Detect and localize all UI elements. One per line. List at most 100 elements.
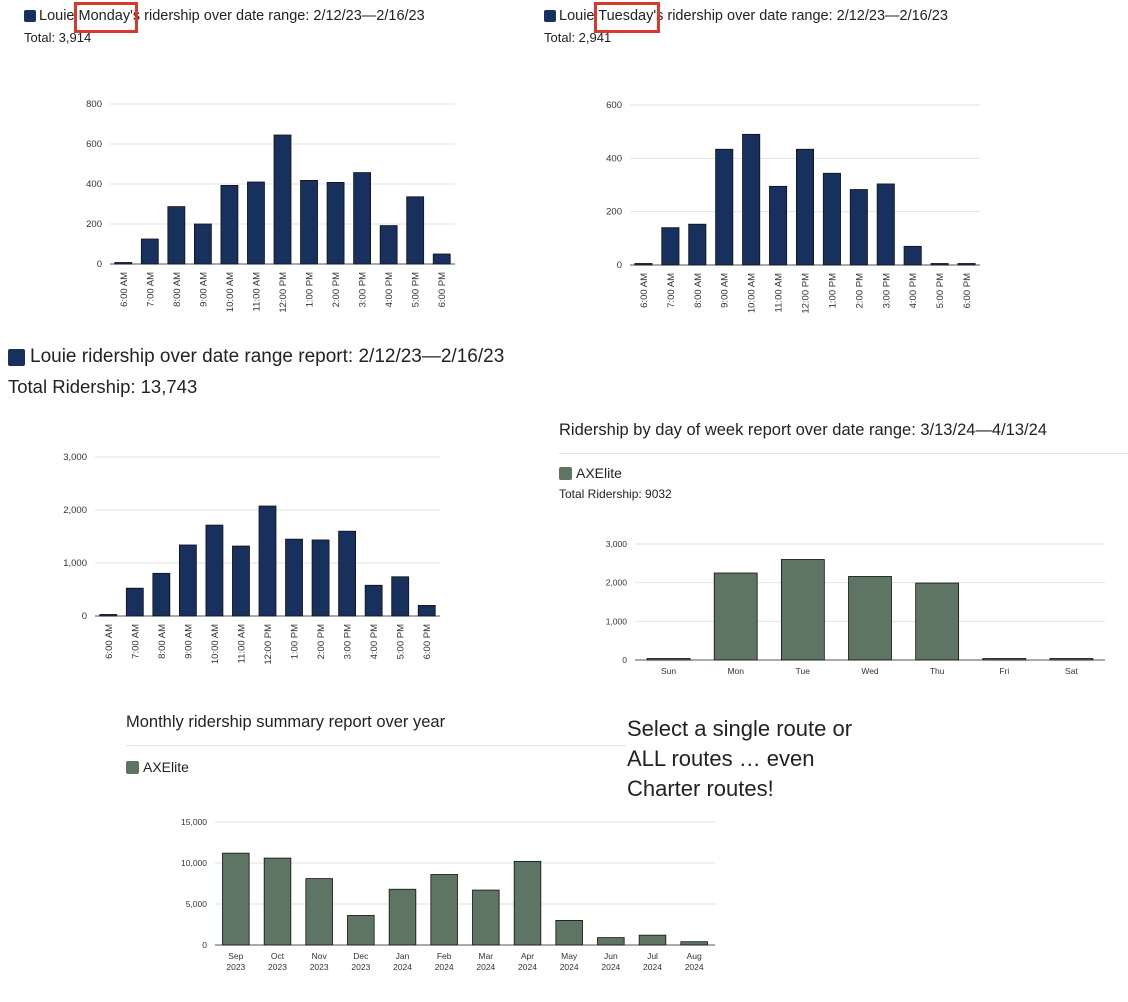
y-tick-label: 200 xyxy=(86,219,102,230)
bar-wed xyxy=(848,576,892,661)
tuesday-chart-panel: Louie Tuesday's ridership over date rang… xyxy=(544,6,1104,326)
x-tick-label: 2:00 PM xyxy=(331,272,342,307)
x-tick-label: 1:00 PM xyxy=(305,272,316,307)
x-tick-label: 12:00 PM xyxy=(801,273,812,314)
bar-2-00-pm xyxy=(326,182,345,265)
bar-jul-2024 xyxy=(638,934,667,946)
x-tick-label: 8:00 AM xyxy=(157,624,168,659)
x-tick-label: 6:00 AM xyxy=(639,273,650,308)
monthly-report-divider xyxy=(126,745,626,746)
x-tick-label: Apr 2024 xyxy=(518,951,537,972)
x-tick-label: 11:00 AM xyxy=(236,624,247,664)
x-tick-label: Dec 2023 xyxy=(351,951,370,972)
bar-8-00-am xyxy=(688,223,707,266)
x-tick-label: Sun xyxy=(661,666,676,676)
tuesday-legend-label: Louie Tuesday's ridership over date rang… xyxy=(559,8,948,24)
x-tick-label: 3:00 PM xyxy=(881,273,892,308)
bar-may-2024 xyxy=(555,920,583,946)
bar-5-00-pm xyxy=(391,576,410,617)
y-tick-label: 15,000 xyxy=(181,817,207,827)
x-tick-label: 11:00 AM xyxy=(251,272,262,312)
bar-jun-2024 xyxy=(597,937,625,946)
monday-chart: 0 200 400 600 800 6:00 AM 7:00 AM 8:00 AM 9:00 A… xyxy=(86,99,455,313)
callout-line-2: ALL routes … even xyxy=(627,746,815,771)
bar-3-00-pm xyxy=(338,530,357,617)
y-tick-label: 1,000 xyxy=(606,616,628,626)
tuesday-chart: 0 200 400 600 6:00 AM 7:00 AM 8:00 AM 9:00 AM 10… xyxy=(606,100,980,314)
x-tick-label: 2:00 PM xyxy=(316,624,327,659)
dow-report-total: Total Ridership: 9032 xyxy=(559,487,672,501)
y-tick-label: 400 xyxy=(86,179,102,190)
legend-swatch-icon xyxy=(8,348,25,366)
y-tick-label: 600 xyxy=(606,100,622,111)
bar-aug-2024 xyxy=(680,941,708,946)
x-tick-label: 1:00 PM xyxy=(827,273,838,308)
bar-sun xyxy=(646,658,691,661)
x-tick-label: Aug 2024 xyxy=(685,951,704,972)
x-tick-label: 12:00 PM xyxy=(278,272,289,313)
x-tick-label: May 2024 xyxy=(560,951,579,972)
x-tick-label: 5:00 PM xyxy=(411,272,422,307)
bar-3-00-pm xyxy=(876,183,895,266)
bar-12-00-pm xyxy=(795,148,815,266)
bar-4-00-pm xyxy=(364,584,383,617)
x-tick-label: 3:00 PM xyxy=(343,624,354,659)
bar-10-00-am xyxy=(742,133,761,266)
bar-3-00-pm xyxy=(353,172,372,265)
x-tick-label: 7:00 AM xyxy=(130,624,141,659)
plot-area: 0 5,000 10,000 15,000 Sep 2023 Oct 2023 Nov 2023 D… xyxy=(181,817,715,972)
x-tick-label: 2:00 PM xyxy=(854,273,865,308)
range-report-chart: 0 1,000 2,000 3,000 6:00 AM 7:00 AM 8:00 AM 9:0… xyxy=(63,452,440,665)
plot-area: 0 1,000 2,000 3,000 Sun Mon Tue Wed Thu Fri Sat xyxy=(606,539,1105,676)
x-tick-label: 8:00 AM xyxy=(172,272,183,307)
y-tick-label: 0 xyxy=(202,940,207,950)
y-tick-label: 2,000 xyxy=(63,505,87,516)
x-tick-label: Tue xyxy=(796,666,811,676)
monthly-report-chart: 0 5,000 10,000 15,000 Sep 2023 Oct 2023 Nov 2023 D… xyxy=(181,817,715,972)
x-tick-label: Sep 2023 xyxy=(226,951,245,972)
x-tick-label: Oct 2023 xyxy=(268,951,287,972)
x-tick-label: Thu xyxy=(930,666,945,676)
bar-12-00-pm xyxy=(258,505,277,617)
x-tick-label: Wed xyxy=(861,666,879,676)
x-tick-label: Mon xyxy=(727,666,744,676)
plot-area: 0 200 400 600 6:00 AM 7:00 AM 8:00 AM 9:00 AM 10… xyxy=(606,100,980,314)
bar-6-00-pm xyxy=(417,604,436,617)
bar-11-00-am xyxy=(769,185,788,266)
monday-total: Total: 3,914 xyxy=(24,30,92,45)
x-tick-label: Jan 2024 xyxy=(393,951,412,972)
bar-oct-2023 xyxy=(263,857,292,946)
x-tick-label: 4:00 PM xyxy=(384,272,395,307)
x-tick-label: 5:00 PM xyxy=(396,624,407,659)
bar-mon xyxy=(713,572,758,661)
x-tick-label: Jun 2024 xyxy=(601,951,620,972)
y-tick-label: 600 xyxy=(86,139,102,150)
bar-10-00-am xyxy=(220,185,239,265)
tuesday-legend: Louie Tuesday's ridership over date rang… xyxy=(544,6,1104,26)
callout-line-1: Select a single route or xyxy=(627,716,853,741)
x-tick-label: 12:00 PM xyxy=(263,624,274,665)
x-tick-label: 10:00 AM xyxy=(747,273,758,313)
bar-9-00-am xyxy=(178,544,197,617)
x-tick-label: Sat xyxy=(1065,666,1078,676)
bar-jan-2024 xyxy=(388,888,417,946)
bar-6-00-am xyxy=(114,262,133,265)
x-tick-label: Mar 2024 xyxy=(476,951,495,972)
x-tick-label: 6:00 PM xyxy=(437,272,448,307)
plot-area: 0 1,000 2,000 3,000 6:00 AM 7:00 AM 8:00 AM 9:0… xyxy=(63,452,440,665)
x-tick-label: 5:00 PM xyxy=(935,273,946,308)
y-tick-label: 0 xyxy=(82,611,87,622)
bar-6-00-am xyxy=(99,614,118,617)
bar-sep-2023 xyxy=(222,852,250,946)
bar-9-00-am xyxy=(193,223,212,265)
y-tick-label: 0 xyxy=(622,655,627,665)
range-report-panel: Louie ridership over date range report: … xyxy=(8,344,568,404)
bar-11-00-am xyxy=(247,181,265,265)
monthly-report-legend-block: AXElite xyxy=(126,757,426,781)
y-tick-label: 800 xyxy=(86,99,102,110)
monthly-report-legend-label: AXElite xyxy=(143,759,189,775)
y-tick-label: 200 xyxy=(606,207,622,218)
x-tick-label: 9:00 AM xyxy=(183,624,194,659)
legend-swatch-icon xyxy=(126,760,139,774)
y-tick-label: 1,000 xyxy=(63,558,87,569)
